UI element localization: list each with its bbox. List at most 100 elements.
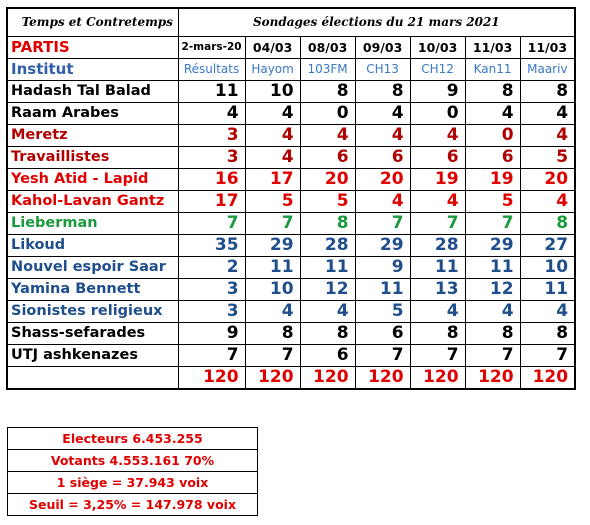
column-date: 04/03 — [244, 36, 301, 59]
seat-value: 16 — [177, 168, 246, 191]
total-seats: 120 — [354, 366, 411, 390]
column-institute: Hayom — [244, 58, 301, 81]
seat-value: 4 — [299, 300, 356, 323]
seat-value: 8 — [464, 322, 521, 345]
seat-value: 4 — [354, 102, 411, 125]
seat-value: 6 — [409, 146, 466, 169]
seat-value: 29 — [244, 234, 301, 257]
seat-value: 8 — [299, 80, 356, 103]
seat-value: 8 — [464, 80, 521, 103]
column-date: 2-mars-20 — [177, 36, 246, 59]
seat-value: 11 — [409, 256, 466, 279]
seat-value: 0 — [409, 102, 466, 125]
party-name: Travaillistes — [6, 146, 179, 169]
seat-value: 11 — [354, 278, 411, 301]
poll-table: Temps et Contretemps Sondages élections … — [6, 7, 577, 390]
column-institute: 103FM — [299, 58, 356, 81]
seat-value: 10 — [244, 278, 301, 301]
stats-row: Electeurs 6.453.255 — [7, 427, 258, 450]
total-seats: 120 — [299, 366, 356, 390]
seat-value: 11 — [177, 80, 246, 103]
seat-value: 7 — [354, 212, 411, 235]
seat-value: 11 — [244, 256, 301, 279]
seat-value: 10 — [244, 80, 301, 103]
party-name: Kahol-Lavan Gantz — [6, 190, 179, 213]
seat-value: 4 — [244, 102, 301, 125]
seat-value: 19 — [464, 168, 521, 191]
seat-value: 8 — [519, 80, 576, 103]
seat-value: 28 — [299, 234, 356, 257]
seat-value: 29 — [464, 234, 521, 257]
party-row: Yesh Atid - Lapid 16 17 20 20 19 19 20 — [6, 168, 576, 191]
party-row: Shass-sefarades 9 8 8 6 8 8 8 — [6, 322, 576, 345]
column-institute: CH13 — [354, 58, 411, 81]
seat-value: 4 — [244, 300, 301, 323]
stats-row: Votants 4.553.161 70% — [7, 449, 258, 472]
seat-value: 8 — [299, 212, 356, 235]
stats-line: Seuil = 3,25% = 147.978 voix — [7, 493, 258, 516]
party-name: UTJ ashkenazes — [6, 344, 179, 367]
party-row: Lieberman 7 7 8 7 7 7 8 — [6, 212, 576, 235]
seat-value: 8 — [519, 322, 576, 345]
seat-value: 4 — [244, 146, 301, 169]
column-institute: Kan11 — [464, 58, 521, 81]
seat-value: 17 — [244, 168, 301, 191]
seat-value: 6 — [354, 322, 411, 345]
seat-value: 4 — [464, 102, 521, 125]
seat-value: 6 — [299, 344, 356, 367]
seat-value: 3 — [177, 278, 246, 301]
seat-value: 35 — [177, 234, 246, 257]
seat-value: 9 — [409, 80, 466, 103]
party-name: Meretz — [6, 124, 179, 147]
seat-value: 7 — [519, 344, 576, 367]
seat-value: 12 — [464, 278, 521, 301]
stats-line: Electeurs 6.453.255 — [7, 427, 258, 450]
column-institute: Maariv — [519, 58, 576, 81]
institute-header-row: Institut Résultats Hayom 103FM CH13 CH12 Kan1… — [6, 58, 576, 81]
column-institute: Résultats — [177, 58, 246, 81]
seat-value: 5 — [464, 190, 521, 213]
seat-value: 19 — [409, 168, 466, 191]
table-title-right: Sondages élections du 21 mars 2021 — [177, 7, 576, 37]
party-row: Travaillistes 3 4 6 6 6 6 5 — [6, 146, 576, 169]
seat-value: 4 — [177, 102, 246, 125]
column-date: 09/03 — [354, 36, 411, 59]
party-row: Raam Arabes 4 4 0 4 0 4 4 — [6, 102, 576, 125]
seat-value: 8 — [299, 322, 356, 345]
seat-value: 7 — [409, 212, 466, 235]
seat-value: 10 — [519, 256, 576, 279]
seat-value: 29 — [354, 234, 411, 257]
seat-value: 4 — [299, 124, 356, 147]
seat-value: 4 — [409, 300, 466, 323]
seat-value: 6 — [464, 146, 521, 169]
seat-value: 7 — [244, 344, 301, 367]
election-stats-box: Electeurs 6.453.255 Votants 4.553.161 70%… — [7, 427, 258, 516]
seat-value: 20 — [354, 168, 411, 191]
seat-value: 12 — [299, 278, 356, 301]
seat-value: 6 — [354, 146, 411, 169]
seat-value: 27 — [519, 234, 576, 257]
seat-value: 5 — [299, 190, 356, 213]
stats-row: Seuil = 3,25% = 147.978 voix — [7, 493, 258, 516]
seat-value: 7 — [244, 212, 301, 235]
seat-value: 0 — [299, 102, 356, 125]
seat-value: 3 — [177, 124, 246, 147]
seat-value: 17 — [177, 190, 246, 213]
seat-value: 11 — [519, 278, 576, 301]
institute-column-header: Institut — [6, 58, 179, 81]
party-name: Nouvel espoir Saar — [6, 256, 179, 279]
seat-value: 8 — [519, 212, 576, 235]
seat-value: 5 — [519, 146, 576, 169]
party-row: Nouvel espoir Saar 2 11 11 9 11 11 10 — [6, 256, 576, 279]
seat-value: 6 — [299, 146, 356, 169]
seat-value: 7 — [177, 212, 246, 235]
total-row: 120 120 120 120 120 120 120 — [6, 366, 576, 390]
seat-value: 3 — [177, 146, 246, 169]
seat-value: 7 — [409, 344, 466, 367]
seat-value: 20 — [299, 168, 356, 191]
seat-value: 8 — [409, 322, 466, 345]
seat-value: 9 — [354, 256, 411, 279]
seat-value: 4 — [354, 124, 411, 147]
party-name: Yesh Atid - Lapid — [6, 168, 179, 191]
seat-value: 11 — [299, 256, 356, 279]
